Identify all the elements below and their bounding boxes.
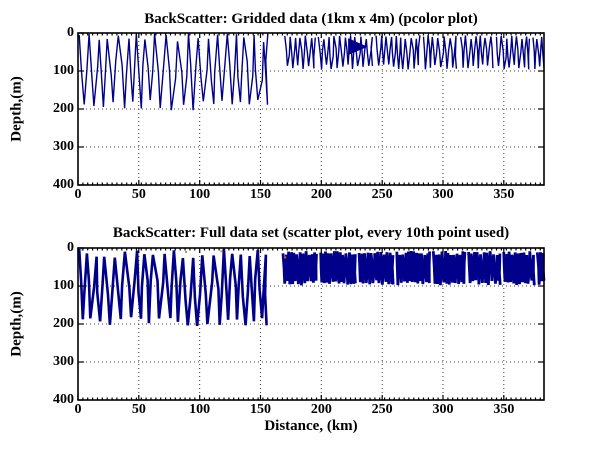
y-tick-label: 200 [53, 316, 74, 331]
y-tick-label: 0 [67, 240, 74, 255]
x-tick-label: 350 [493, 187, 515, 202]
top-subplot-title: BackScatter: Gridded data (1km x 4m) (pc… [144, 11, 478, 27]
x-tick-label: 200 [310, 402, 332, 417]
y-tick-label: 0 [67, 25, 74, 40]
x-tick-label: 200 [310, 187, 332, 202]
x-axis-label: Distance, (km) [264, 418, 358, 434]
x-tick-label: 300 [432, 187, 454, 202]
bottom-subplot-title: BackScatter: Full data set (scatter plot… [112, 225, 510, 241]
y-tick-label: 200 [53, 101, 74, 116]
x-tick-label: 150 [250, 402, 271, 417]
y-tick-label: 300 [53, 354, 74, 369]
y-tick-label: 400 [53, 177, 74, 192]
y-tick-label: 300 [53, 139, 74, 154]
x-tick-label: 350 [493, 402, 515, 417]
y-tick-label: 100 [53, 63, 74, 78]
y-tick-label: 400 [53, 392, 74, 407]
top-y-axis-label: Depth,(m) [8, 76, 25, 142]
x-tick-label: 0 [74, 187, 82, 202]
bottom-y-axis-label: Depth,(m) [8, 291, 25, 357]
x-tick-label: 100 [189, 187, 211, 202]
x-tick-label: 0 [74, 402, 82, 417]
x-tick-label: 250 [371, 187, 393, 202]
y-tick-label: 100 [53, 278, 74, 293]
x-tick-label: 50 [131, 187, 146, 202]
x-tick-label: 150 [250, 187, 271, 202]
x-tick-label: 50 [131, 402, 146, 417]
x-tick-label: 300 [432, 402, 454, 417]
x-tick-label: 100 [189, 402, 211, 417]
x-tick-label: 250 [371, 402, 393, 417]
